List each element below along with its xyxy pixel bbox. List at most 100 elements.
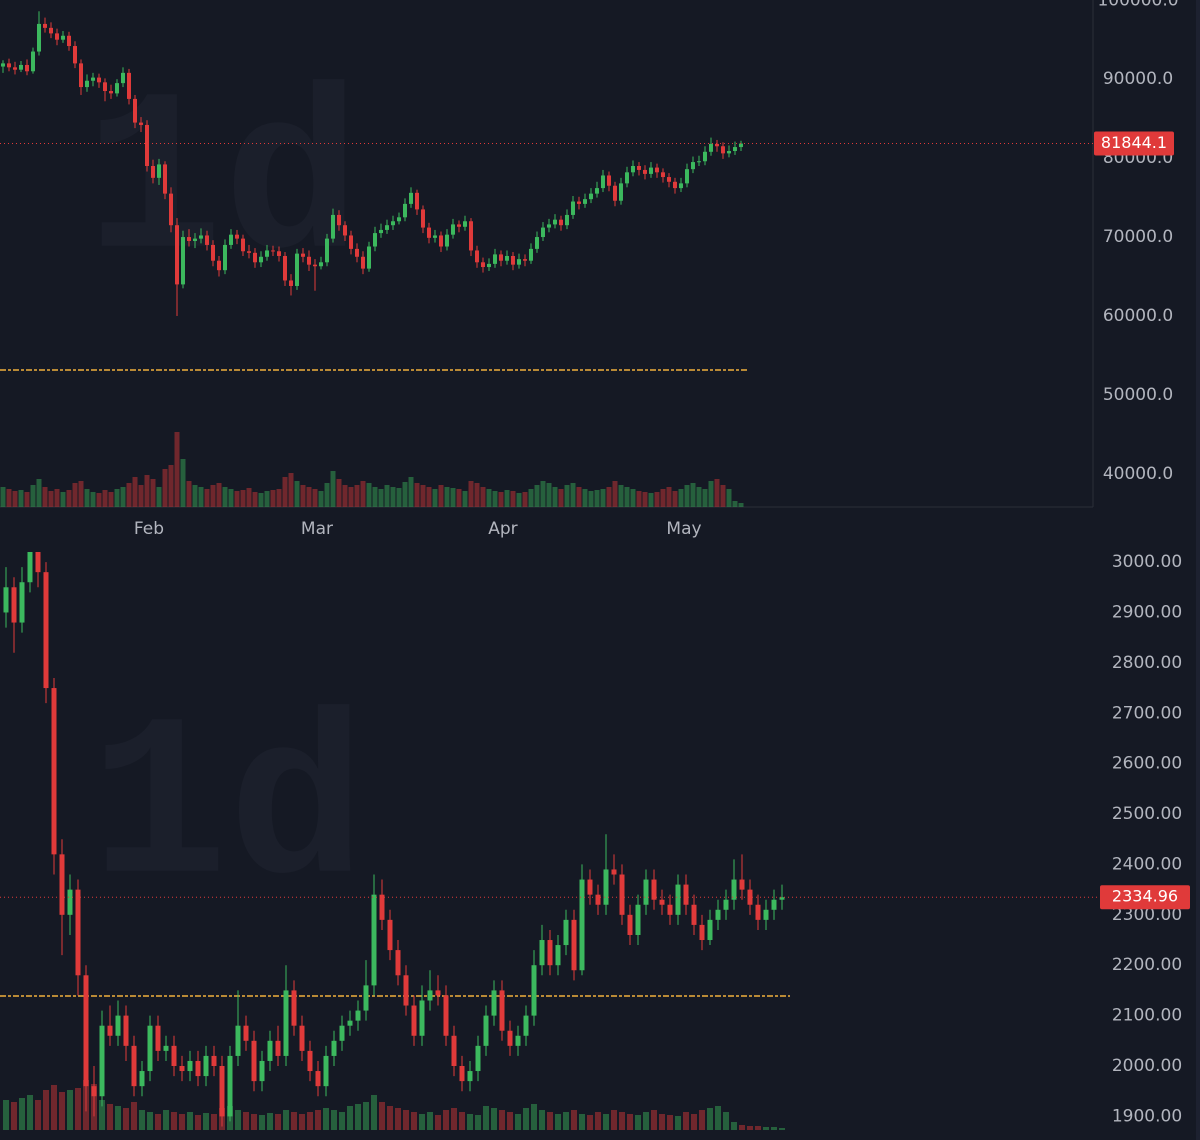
candle-body [691,904,697,925]
volume-bar [132,477,138,507]
volume-bar [654,492,660,507]
volume-bar [228,489,234,507]
candle-body [499,990,505,1031]
candle-body [390,221,395,226]
candle-body [372,233,377,247]
volume-bar [210,485,216,507]
x-tick-label: Feb [134,519,164,539]
candle-body [132,98,137,123]
edge-strip [1196,0,1200,1140]
candle-body [723,899,729,910]
candle-body [612,185,617,201]
volume-bar [283,1110,289,1130]
volume-bar [498,492,504,507]
candle-body [179,1066,185,1072]
volume-bar [66,490,72,507]
candle-body [714,143,719,147]
volume-bar [99,1100,105,1130]
candle-body [299,1025,305,1051]
volume-bar [582,489,588,507]
candle-body [363,985,369,1011]
candle-body [600,175,605,189]
volume-bar [635,1115,641,1130]
volume-bar [355,1104,361,1130]
volume-bar [276,489,282,507]
candle-body [384,225,389,230]
candle-body [539,940,545,966]
volume-bar [419,1114,425,1130]
candle-body [18,64,23,70]
candle-body [102,82,107,92]
volume-bar [222,487,228,507]
volume-bar [627,1114,633,1130]
volume-bar [691,1114,697,1130]
volume-bar [360,481,366,507]
candle-body [267,1040,273,1061]
candle-body [210,244,215,261]
candle-body [720,146,725,154]
volume-bar [306,487,312,507]
y-tick-label: 3000.00 [1112,552,1182,572]
volume-bar [491,1108,497,1130]
volume-bar [672,491,678,507]
candle-body [438,235,443,247]
volume-bar [624,487,630,507]
candle-body [234,234,239,239]
volume-bar [714,479,720,507]
volume-bar [240,490,246,507]
y-tick-label: 40000.0 [1103,464,1173,484]
y-tick-label: 90000.0 [1103,69,1173,89]
candle-body [90,77,95,81]
candle-body [42,23,47,28]
volume-bar [168,465,174,507]
candle-body [147,1025,153,1072]
volume-bar [251,1114,257,1130]
candle-body [642,169,647,174]
candle-body [450,224,455,235]
candle-body [587,879,593,895]
volume-bar [150,479,156,507]
candle-body [155,1025,161,1051]
volume-bar [78,481,84,507]
volume-bar [510,491,516,507]
volume-bar [467,1114,473,1130]
volume-bar [531,1104,537,1130]
volume-bar [339,1112,345,1130]
volume-bar [606,487,612,507]
candle-body [251,1040,257,1082]
candle-body [78,63,83,88]
candle-body [738,143,743,148]
volume-bar [90,492,96,507]
volume-bar [11,1102,17,1130]
volume-bar [264,491,270,507]
volume-bar [60,492,66,507]
volume-bar [659,1114,665,1130]
volume-bar [198,487,204,507]
volume-bar [259,1115,265,1130]
candle-body [576,201,581,204]
volume-bar [126,483,132,507]
volume-bar [384,485,390,507]
candle-body [180,237,185,285]
volume-bar [507,1112,513,1130]
volume-bar [420,485,426,507]
candle-body [456,224,461,227]
candle-body [387,919,393,951]
volume-bar [731,1122,737,1130]
volume-bar [611,1110,617,1130]
volume-bar [499,1110,505,1130]
candle-body [204,235,209,245]
volume-bar [643,1112,649,1130]
candle-body [323,1055,329,1087]
volume-bar [426,487,432,507]
volume-bar [450,488,456,507]
candle-body [306,256,311,265]
candle-body [379,894,385,920]
candle-body [755,904,761,920]
volume-bar [558,489,564,507]
volume-bar [3,1100,9,1130]
candle-body [216,260,221,271]
volume-bar [372,487,378,507]
volume-bar [402,482,408,507]
candle-body [763,909,769,920]
